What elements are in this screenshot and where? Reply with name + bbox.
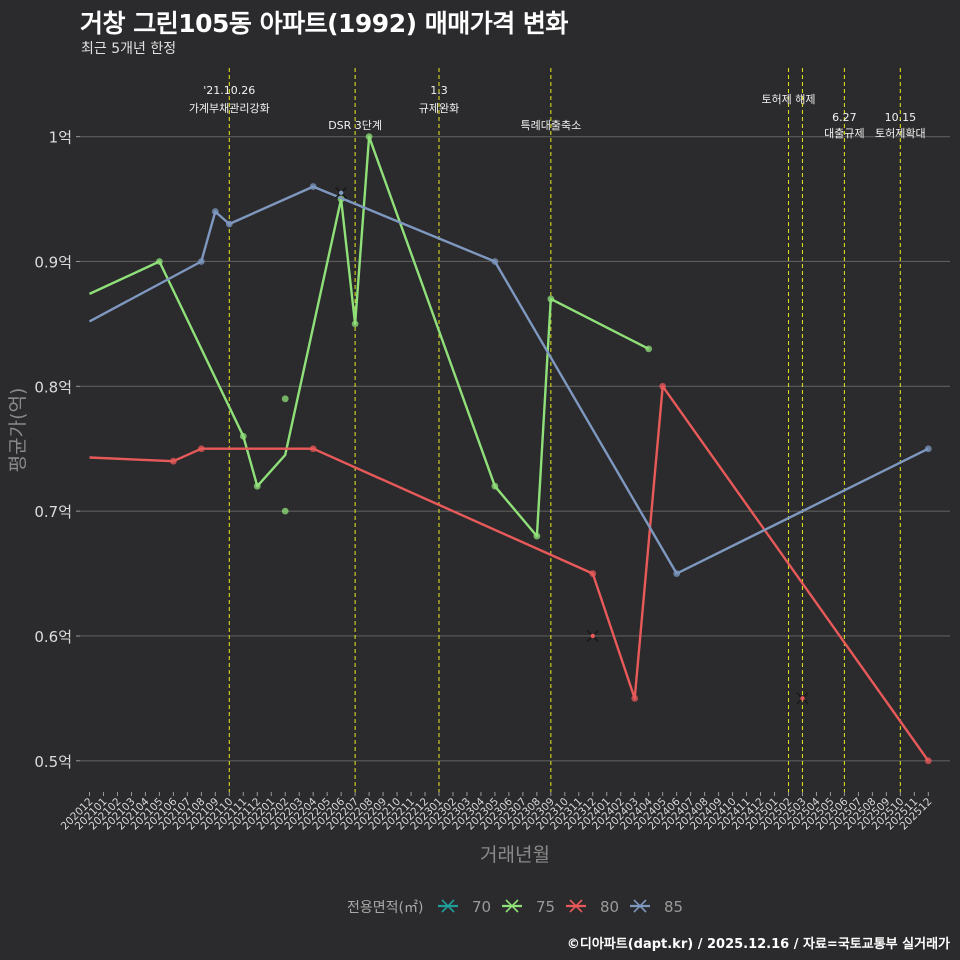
legend-label: 80 xyxy=(600,898,619,916)
series-line-75 xyxy=(88,135,650,538)
event-label: DSR 3단계 xyxy=(328,119,382,132)
data-point-75 xyxy=(156,258,163,265)
legend-label: 75 xyxy=(536,898,555,916)
event-label: 6.27 xyxy=(832,111,857,124)
data-point-85 xyxy=(491,258,499,265)
event-label: 대출규제 xyxy=(824,127,864,140)
data-point-75 xyxy=(253,482,261,490)
y-tick-label: 0.8억 xyxy=(34,378,72,396)
series-line-80 xyxy=(89,385,930,762)
source-caption: ©디아파트(dapt.kr) / 2025.12.16 / 자료=국토교통부 실… xyxy=(566,937,950,952)
series-85 xyxy=(88,183,932,577)
y-tick-label: 0.7억 xyxy=(34,503,72,521)
event-label: 1.3 xyxy=(430,84,448,97)
legend-key-cross xyxy=(441,899,455,913)
data-point-85 xyxy=(309,183,317,190)
cross-center xyxy=(590,633,595,639)
legend-entry-70: 70 xyxy=(438,898,491,916)
cross-center xyxy=(800,696,805,701)
data-point-85 xyxy=(924,445,932,453)
legend-label: 85 xyxy=(664,898,683,916)
data-point-75 xyxy=(281,507,289,515)
legend-key-cross xyxy=(505,899,519,913)
y-tick-label: 1억 xyxy=(49,129,72,147)
y-tick-label: 0.5억 xyxy=(34,753,72,771)
axis-layer: 0.5억0.6억0.7억0.8억0.9억1억202012202101202102… xyxy=(34,129,934,833)
event-label: '21.10.26 xyxy=(203,84,255,97)
legend-key-cross xyxy=(569,899,583,913)
y-tick-label: 0.9억 xyxy=(34,253,72,271)
chart-title: 거창 그린105동 아파트(1992) 매매가격 변화 xyxy=(80,9,568,38)
event-label: 가계부채관리강화 xyxy=(189,102,270,115)
legend-entry-80: 80 xyxy=(566,898,619,916)
cross-marker-85 xyxy=(335,186,348,199)
y-axis-label: 평균가(억) xyxy=(7,388,29,473)
data-point-75 xyxy=(239,432,247,440)
data-point-80 xyxy=(169,457,177,465)
data-point-85 xyxy=(197,258,205,265)
data-point-75 xyxy=(491,482,499,490)
legend-key-cross xyxy=(633,899,647,913)
legend-entry-75: 75 xyxy=(502,898,555,916)
series-line-85 xyxy=(88,185,929,575)
grid-layer xyxy=(80,136,950,762)
y-tick-label: 0.6억 xyxy=(34,628,72,646)
data-point-75 xyxy=(533,532,541,540)
legend-title: 전용면적(㎡) xyxy=(347,900,423,916)
cross-marker-80 xyxy=(586,629,599,643)
data-point-75 xyxy=(281,395,289,403)
data-point-80 xyxy=(631,694,639,702)
data-point-80 xyxy=(197,445,205,453)
event-label: 규제완화 xyxy=(419,102,459,115)
series-75 xyxy=(88,133,653,540)
data-point-80 xyxy=(309,445,317,453)
data-point-75 xyxy=(365,133,373,141)
data-point-75 xyxy=(547,295,555,303)
data-point-75 xyxy=(351,320,359,328)
series-layer xyxy=(88,133,932,765)
legend: 전용면적(㎡) 70 75 80 85 xyxy=(347,898,683,916)
data-point-85 xyxy=(211,208,219,215)
data-point-85 xyxy=(673,570,681,577)
cross-marker-80 xyxy=(796,692,809,705)
event-label: 특례대출축소 xyxy=(520,119,581,132)
data-point-80 xyxy=(659,382,667,390)
x-axis-label: 거래년월 xyxy=(480,844,550,866)
series-80 xyxy=(89,382,932,765)
event-label: 토허제 해제 xyxy=(761,92,815,106)
event-label: 10.15 xyxy=(885,111,917,124)
data-point-85 xyxy=(225,220,233,228)
chart-subtitle: 최근 5개년 한정 xyxy=(81,41,177,57)
data-point-80 xyxy=(924,757,932,765)
cross-center xyxy=(338,190,344,196)
data-point-75 xyxy=(645,345,653,353)
data-point-80 xyxy=(589,570,597,577)
legend-label: 70 xyxy=(472,898,491,916)
legend-entry-85: 85 xyxy=(630,898,683,916)
event-label: 토허제확대 xyxy=(875,127,926,140)
